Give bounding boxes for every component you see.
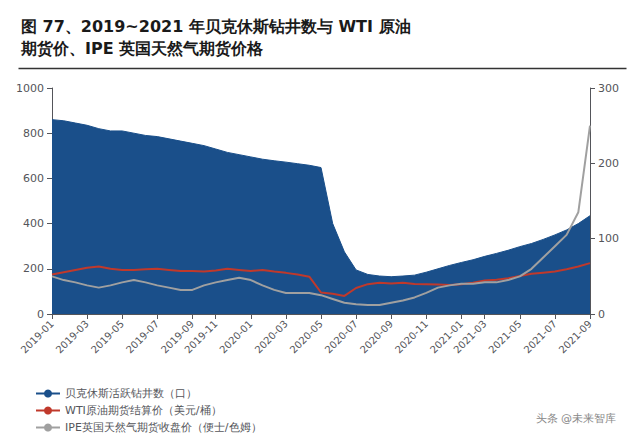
svg-text:期货价、IPE 英国天然气期货价格: 期货价、IPE 英国天然气期货价格 [20, 39, 264, 58]
svg-text:600: 600 [23, 172, 44, 185]
svg-text:2019-09: 2019-09 [159, 318, 197, 356]
svg-text:2021-05: 2021-05 [486, 318, 523, 355]
svg-text:2020-09: 2020-09 [358, 318, 395, 355]
svg-text:贝克休斯活跃钻井数（口）: 贝克休斯活跃钻井数（口） [65, 387, 197, 400]
svg-text:头条 @未来智库: 头条 @未来智库 [536, 412, 617, 425]
svg-text:2020-03: 2020-03 [253, 318, 290, 355]
svg-text:IPE英国天然气期货收盘价（便士/色姆）: IPE英国天然气期货收盘价（便士/色姆） [65, 421, 262, 434]
svg-text:2020-07: 2020-07 [323, 318, 360, 355]
svg-text:800: 800 [23, 127, 44, 140]
svg-text:2021-09: 2021-09 [557, 318, 594, 355]
svg-text:WTI原油期货结算价（美元/桶）: WTI原油期货结算价（美元/桶） [65, 404, 222, 417]
svg-text:2020-01: 2020-01 [217, 318, 254, 355]
svg-text:0: 0 [598, 308, 605, 321]
svg-text:2020-11: 2020-11 [393, 318, 430, 355]
svg-text:2020-05: 2020-05 [288, 318, 325, 355]
svg-text:0: 0 [37, 308, 44, 321]
svg-text:2019-07: 2019-07 [124, 318, 161, 355]
svg-text:2019-01: 2019-01 [19, 318, 56, 355]
svg-text:2021-07: 2021-07 [522, 318, 559, 355]
svg-text:400: 400 [23, 217, 44, 230]
svg-text:2019-05: 2019-05 [89, 318, 126, 355]
svg-text:1000: 1000 [16, 82, 44, 95]
svg-text:2021-03: 2021-03 [451, 318, 488, 355]
svg-text:300: 300 [598, 82, 619, 95]
svg-text:200: 200 [23, 262, 44, 275]
svg-text:200: 200 [598, 157, 619, 170]
svg-text:2021-01: 2021-01 [428, 318, 466, 356]
svg-text:图 77、2019~2021 年贝克休斯钻井数与 WTI 原: 图 77、2019~2021 年贝克休斯钻井数与 WTI 原油 [21, 17, 411, 36]
svg-text:2019-11: 2019-11 [182, 318, 219, 355]
svg-text:2019-03: 2019-03 [54, 318, 91, 355]
svg-text:100: 100 [598, 232, 619, 245]
